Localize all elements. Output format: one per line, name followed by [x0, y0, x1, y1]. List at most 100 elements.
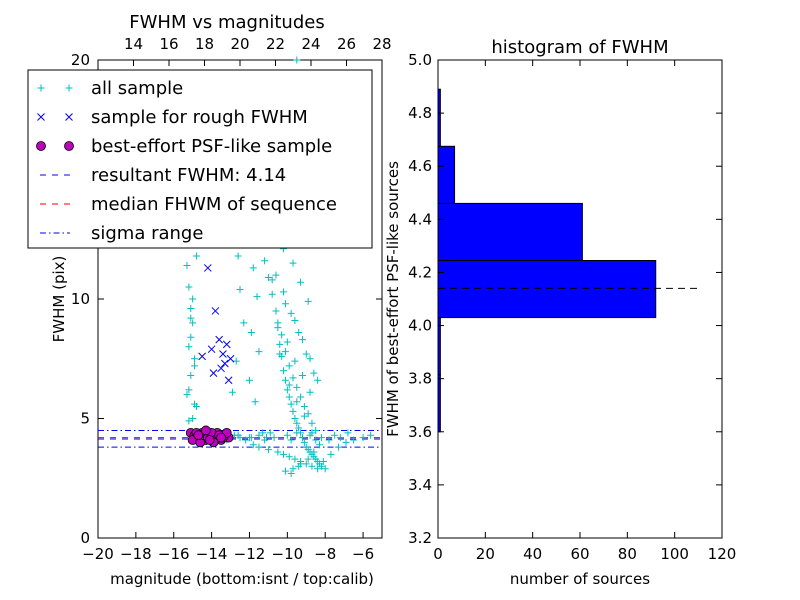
point-all-sample — [272, 271, 280, 279]
point-sample-for-rough-fwhm — [207, 345, 216, 354]
point-all-sample — [325, 436, 333, 444]
point-all-sample — [280, 367, 288, 375]
point-all-sample — [249, 264, 257, 272]
histogram-y-tick-label: 4.0 — [408, 317, 432, 335]
scatter-panel: −20 −18 −16 −14 −12 −10 −8 −6 0 5 10 20 14 16 18 20 22 24… — [27, 12, 392, 588]
point-all-sample — [297, 278, 305, 286]
point-all-sample — [306, 355, 314, 363]
point-all-sample — [255, 443, 263, 451]
legend-entry-best-effort-psf-like-sample: best-effort PSF-like sample — [36, 136, 332, 157]
point-all-sample — [234, 431, 242, 439]
point-all-sample — [255, 431, 263, 439]
point-all-sample — [247, 328, 255, 336]
legend-marker — [65, 84, 73, 92]
point-all-sample — [264, 273, 272, 281]
point-sample-for-rough-fwhm — [198, 352, 206, 361]
histogram-x-tick-label: 80 — [618, 545, 637, 563]
point-all-sample — [304, 455, 312, 463]
point-all-sample — [264, 446, 272, 454]
point-all-sample — [327, 450, 335, 458]
point-all-sample — [266, 429, 274, 437]
point-all-sample — [276, 350, 284, 358]
point-all-sample — [283, 386, 291, 394]
histogram-y-tick-label: 4.6 — [408, 157, 432, 175]
point-all-sample — [298, 336, 306, 344]
legend-label: best-effort PSF-like sample — [91, 136, 332, 157]
series-all-sample — [183, 56, 375, 477]
scatter-top-tick-label: 20 — [230, 35, 249, 53]
point-all-sample — [185, 386, 193, 394]
point-all-sample — [274, 448, 282, 456]
point-all-sample — [289, 374, 297, 382]
scatter-y-tick-label: 10 — [71, 290, 90, 308]
point-all-sample — [316, 441, 324, 449]
point-all-sample — [281, 376, 289, 384]
point-all-sample — [287, 436, 295, 444]
point-all-sample — [189, 319, 197, 327]
point-all-sample — [236, 285, 244, 293]
point-all-sample — [185, 283, 193, 291]
legend-label: sample for rough FWHM — [91, 107, 308, 128]
point-sample-for-rough-fwhm — [222, 340, 231, 349]
histogram-bar — [437, 145, 456, 204]
point-all-sample — [287, 309, 295, 317]
series-sample-for-rough-fwhm — [198, 264, 235, 385]
point-all-sample — [289, 465, 297, 473]
point-all-sample — [289, 259, 297, 267]
histogram-y-tick-label: 5.0 — [408, 51, 432, 69]
scatter-y-tick-label: 20 — [71, 51, 90, 69]
point-all-sample — [291, 357, 299, 365]
point-all-sample — [306, 388, 314, 396]
point-all-sample — [251, 398, 259, 406]
point-all-sample — [314, 465, 322, 473]
scatter-top-tick-label: 18 — [195, 35, 214, 53]
point-all-sample — [359, 434, 367, 442]
point-all-sample — [280, 288, 288, 296]
point-all-sample — [183, 262, 191, 270]
scatter-top-tick-label: 22 — [266, 35, 285, 53]
legend-label: resultant FWHM: 4.14 — [91, 165, 286, 186]
scatter-top-tick-label: 16 — [159, 35, 178, 53]
point-sample-for-rough-fwhm — [209, 369, 218, 377]
point-all-sample — [232, 357, 240, 365]
legend-marker — [37, 84, 45, 92]
histogram-y-tick-label: 3.8 — [408, 370, 432, 388]
point-all-sample — [298, 371, 306, 379]
point-all-sample — [189, 295, 197, 303]
point-sample-for-rough-fwhm — [203, 264, 212, 272]
point-all-sample — [189, 415, 197, 422]
point-all-sample — [274, 319, 282, 327]
point-all-sample — [285, 453, 293, 461]
point-all-sample — [280, 450, 288, 458]
point-all-sample — [291, 415, 299, 422]
point-sample-for-rough-fwhm — [219, 350, 227, 358]
scatter-x-tick-label: −14 — [196, 545, 228, 563]
point-best-effort-psf-like-sample — [201, 425, 211, 436]
point-all-sample — [276, 340, 284, 348]
point-all-sample — [308, 462, 316, 470]
point-all-sample — [297, 393, 305, 401]
scatter-y-tick-label: 5 — [80, 410, 90, 428]
point-all-sample — [293, 429, 301, 437]
point-all-sample — [300, 438, 308, 446]
point-all-sample — [350, 436, 358, 444]
histogram-x-tick-label: 0 — [433, 545, 443, 563]
scatter-x-tick-label: −16 — [158, 545, 190, 563]
legend-marker — [65, 113, 73, 121]
point-all-sample — [295, 424, 303, 432]
legend-marker — [64, 141, 74, 151]
point-all-sample — [278, 331, 286, 339]
point-all-sample — [336, 434, 344, 442]
point-all-sample — [304, 297, 312, 305]
point-sample-for-rough-fwhm — [220, 359, 229, 368]
point-all-sample — [319, 458, 327, 466]
point-all-sample — [183, 391, 191, 399]
point-all-sample — [281, 300, 289, 308]
point-all-sample — [300, 412, 308, 420]
legend-marker — [37, 113, 45, 121]
point-all-sample — [249, 441, 257, 449]
scatter-x-tick-label: −18 — [120, 545, 152, 563]
point-all-sample — [191, 362, 199, 370]
point-all-sample — [304, 410, 312, 418]
histogram-y-tick-label: 4.2 — [408, 263, 432, 281]
